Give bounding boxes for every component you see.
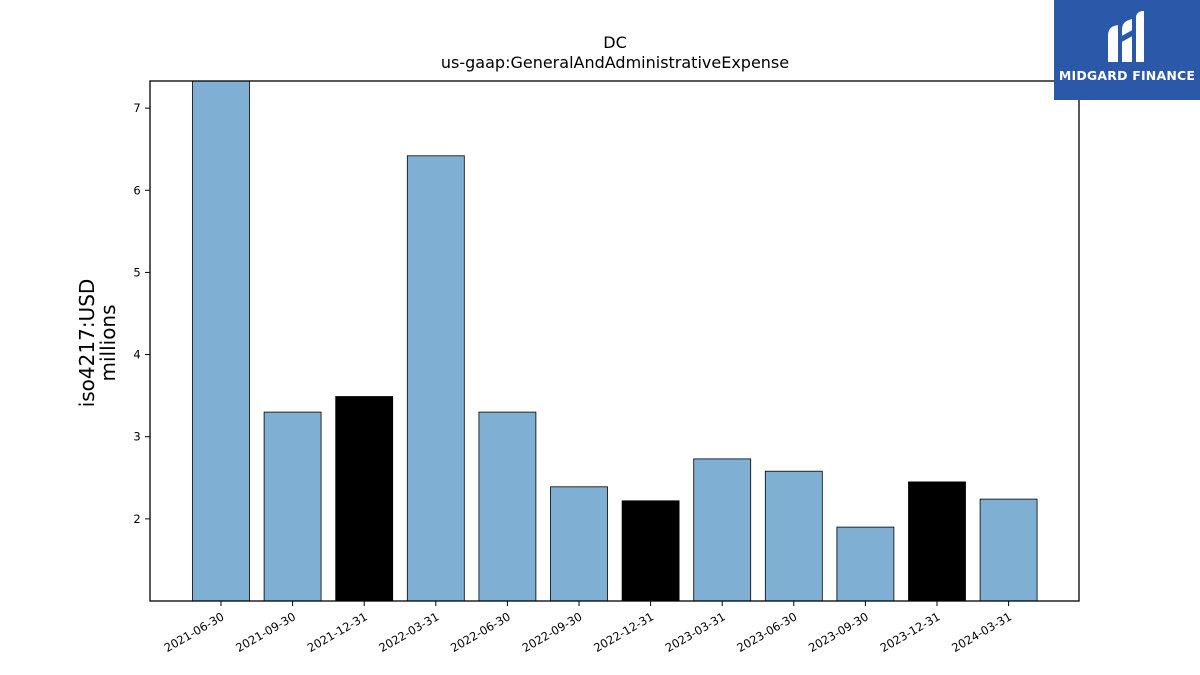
bars-group [192,80,1038,602]
bar-2023-03-31 [693,458,752,602]
bar-2023-12-31 [908,481,966,602]
bar-2022-09-30 [550,486,608,602]
y-axis-ticks: 2 3 4 5 6 7 [133,101,150,526]
y-axis-label: iso4217:USD millions [75,279,120,408]
bar-2023-09-30 [836,526,895,602]
x-tick-label: 2023-09-30 [806,609,871,655]
x-tick-label: 2023-06-30 [734,609,799,655]
bar-2022-03-31 [406,155,465,602]
bar-2021-06-30 [192,80,250,602]
bar-2024-03-31 [979,498,1038,602]
plot-frame [149,80,1080,602]
x-tick-label: 2023-03-31 [663,609,728,655]
x-tick-label: 2024-03-31 [949,609,1014,655]
bar-2023-06-30 [764,470,823,602]
chart-subtitle: us-gaap:GeneralAndAdministrativeExpense [441,53,789,72]
x-tick-label: 2022-09-30 [520,609,585,655]
x-tick-label: 2023-12-31 [878,609,943,655]
chart-title: DC [603,33,627,52]
y-tick-label: 4 [133,348,140,362]
x-tick-label: 2022-12-31 [591,609,656,655]
bar-2021-09-30 [263,411,322,602]
x-tick-label: 2021-06-30 [162,609,227,655]
y-axis-label-scale: millions [96,304,120,381]
midgard-finance-logo: MIDGARD FINANCE [1054,0,1200,100]
y-tick-label: 2 [133,512,140,526]
y-tick-label: 5 [133,265,140,279]
bar-2021-12-31 [335,396,394,602]
y-tick-label: 3 [133,430,140,444]
x-axis-ticks: 2021-06-30 2021-09-30 2021-12-31 2022-03-31… [162,601,1014,655]
brand-name: MIDGARD FINANCE [1058,68,1196,83]
x-tick-label: 2022-03-31 [376,609,441,655]
bar-2022-12-31 [621,500,680,602]
y-axis-label-unit: iso4217:USD [75,279,99,408]
y-tick-label: 7 [133,101,140,115]
midgard-m-logo-icon [1108,11,1144,62]
x-tick-label: 2022-06-30 [448,609,513,655]
x-tick-label: 2021-12-31 [305,609,370,655]
x-tick-label: 2021-09-30 [233,609,298,655]
y-tick-label: 6 [133,183,140,197]
bar-2022-06-30 [478,411,537,602]
